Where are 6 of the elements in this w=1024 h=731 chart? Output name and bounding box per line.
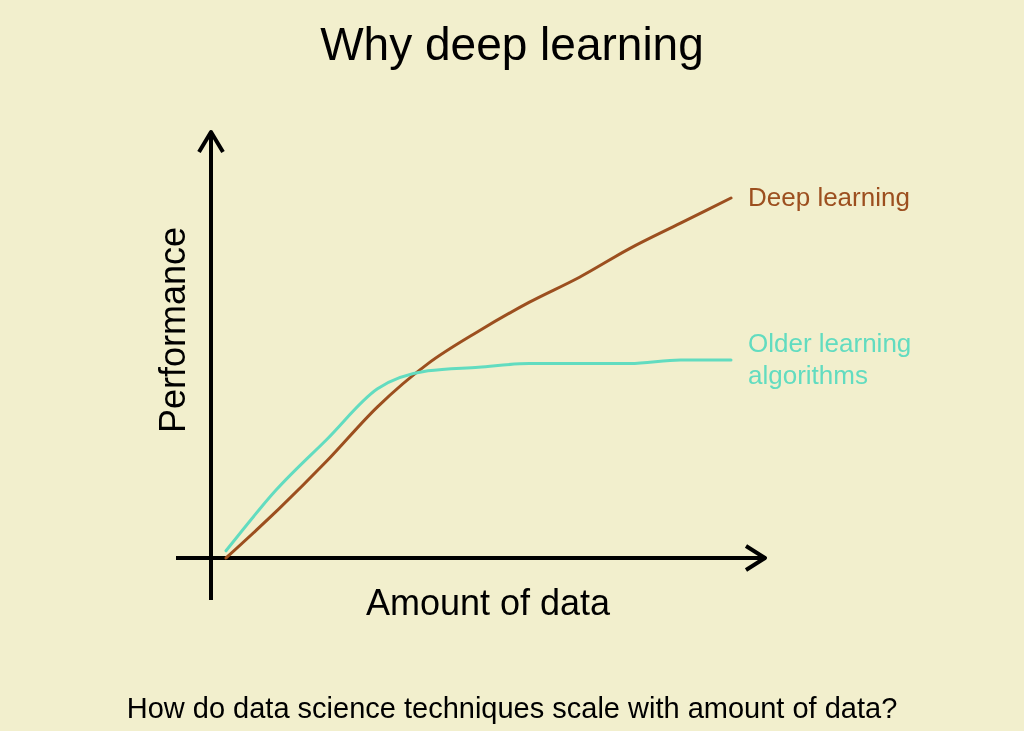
series-label: Deep learning xyxy=(748,182,910,212)
x-axis-title: Amount of data xyxy=(365,582,612,623)
text: How do data science techniques scale with amount of data? xyxy=(126,692,898,724)
series-label: Older learning algorithms xyxy=(748,328,912,390)
y-axis-title: Performance xyxy=(152,226,193,434)
chart-title: Why deep learning xyxy=(320,18,704,70)
